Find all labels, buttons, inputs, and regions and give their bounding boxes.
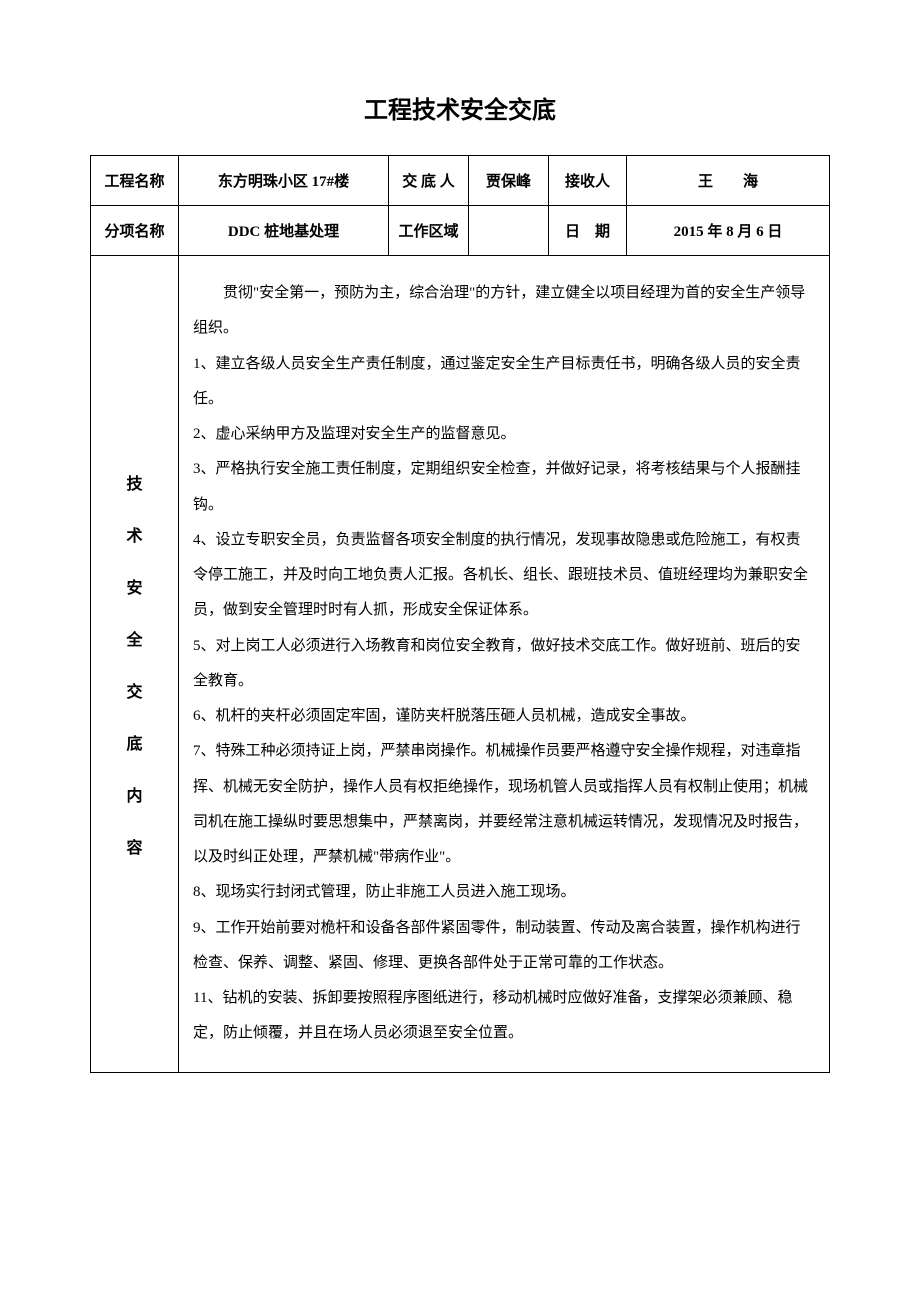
- label-subitem-name: 分项名称: [91, 206, 179, 256]
- label-date: 日 期: [549, 206, 627, 256]
- header-row-2: 分项名称 DDC 桩地基处理 工作区域 日 期 2015 年 8 月 6 日: [91, 206, 830, 256]
- side-char: 术: [99, 508, 170, 560]
- content-item: 5、对上岗工人必须进行入场教育和岗位安全教育，做好技术交底工作。做好班前、班后的…: [193, 629, 815, 700]
- content-item: 1、建立各级人员安全生产责任制度，通过鉴定安全生产目标责任书，明确各级人员的安全…: [193, 347, 815, 418]
- document-title: 工程技术安全交底: [90, 90, 830, 125]
- value-discloser: 贾保峰: [469, 156, 549, 206]
- value-project-name: 东方明珠小区 17#楼: [179, 156, 389, 206]
- side-char: 安: [99, 560, 170, 612]
- content-row: 技 术 安 全 交 底 内 容 贯彻"安全第一，预防为主，综合治理"的方针，建立…: [91, 256, 830, 1073]
- content-item: 6、机杆的夹杆必须固定牢固，谨防夹杆脱落压砸人员机械，造成安全事故。: [193, 699, 815, 734]
- value-date: 2015 年 8 月 6 日: [627, 206, 830, 256]
- side-char: 底: [99, 716, 170, 768]
- side-char: 全: [99, 612, 170, 664]
- side-char: 容: [99, 820, 170, 872]
- content-item: 2、虚心采纳甲方及监理对安全生产的监督意见。: [193, 417, 815, 452]
- content-item: 11、钻机的安装、拆卸要按照程序图纸进行，移动机械时应做好准备，支撑架必须兼顾、…: [193, 981, 815, 1052]
- value-receiver: 王 海: [627, 156, 830, 206]
- content-item: 9、工作开始前要对桅杆和设备各部件紧固零件，制动装置、传动及离合装置，操作机构进…: [193, 911, 815, 982]
- content-item: 3、严格执行安全施工责任制度，定期组织安全检查，并做好记录，将考核结果与个人报酬…: [193, 452, 815, 523]
- label-discloser: 交 底 人: [389, 156, 469, 206]
- intro-paragraph: 贯彻"安全第一，预防为主，综合治理"的方针，建立健全以项目经理为首的安全生产领导…: [193, 276, 815, 347]
- side-char: 技: [99, 456, 170, 508]
- side-label-cell: 技 术 安 全 交 底 内 容: [91, 256, 179, 1073]
- content-item: 4、设立专职安全员，负责监督各项安全制度的执行情况，发现事故隐患或危险施工，有权…: [193, 523, 815, 629]
- side-char: 交: [99, 664, 170, 716]
- label-receiver: 接收人: [549, 156, 627, 206]
- header-row-1: 工程名称 东方明珠小区 17#楼 交 底 人 贾保峰 接收人 王 海: [91, 156, 830, 206]
- side-char: 内: [99, 768, 170, 820]
- content-item: 7、特殊工种必须持证上岗，严禁串岗操作。机械操作员要严格遵守安全操作规程，对违章…: [193, 734, 815, 875]
- content-item: 8、现场实行封闭式管理，防止非施工人员进入施工现场。: [193, 875, 815, 910]
- value-subitem-name: DDC 桩地基处理: [179, 206, 389, 256]
- label-work-area: 工作区域: [389, 206, 469, 256]
- main-table: 工程名称 东方明珠小区 17#楼 交 底 人 贾保峰 接收人 王 海 分项名称 …: [90, 155, 830, 1073]
- content-cell: 贯彻"安全第一，预防为主，综合治理"的方针，建立健全以项目经理为首的安全生产领导…: [179, 256, 830, 1073]
- value-work-area: [469, 206, 549, 256]
- label-project-name: 工程名称: [91, 156, 179, 206]
